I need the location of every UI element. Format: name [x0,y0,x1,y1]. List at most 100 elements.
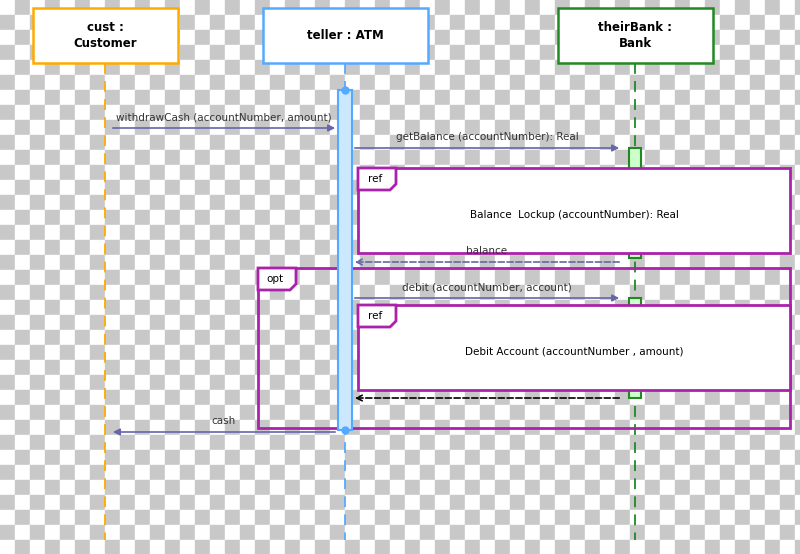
Bar [600,435,615,450]
Bar [135,300,150,315]
Bar [405,0,420,15]
Bar [420,345,435,360]
Bar [750,390,765,405]
Bar [30,210,45,225]
Bar [720,195,735,210]
Bar [45,60,60,75]
Bar [255,465,270,480]
Bar [435,465,450,480]
Bar [45,225,60,240]
Bar [660,240,675,255]
Bar [165,210,180,225]
Bar [90,510,105,525]
Polygon shape [358,305,396,327]
Bar [345,135,360,150]
Bar [795,420,800,435]
Bar [45,210,60,225]
Bar [750,270,765,285]
Bar [105,285,120,300]
Bar [195,450,210,465]
Bar [585,210,600,225]
Bar [780,0,795,15]
Bar [375,90,390,105]
Bar [675,15,690,30]
Bar [645,240,660,255]
Bar [645,435,660,450]
Bar [75,210,90,225]
Bar [570,420,585,435]
Bar [690,120,705,135]
Bar [600,420,615,435]
Bar [720,45,735,60]
Bar [345,240,360,255]
Bar [765,90,780,105]
Bar [15,525,30,540]
Bar [315,390,330,405]
Bar [480,150,495,165]
Bar [630,0,645,15]
Bar [375,525,390,540]
Bar [540,60,555,75]
Bar [675,150,690,165]
Bar [705,285,720,300]
Bar [165,435,180,450]
Bar [540,105,555,120]
Bar [285,45,300,60]
Bar [225,45,240,60]
Bar [675,105,690,120]
Bar [165,75,180,90]
Bar [510,90,525,105]
Bar [270,480,285,495]
Bar [765,255,780,270]
Bar [345,450,360,465]
Bar [135,540,150,554]
Bar [30,75,45,90]
Bar [330,30,345,45]
Bar [105,465,120,480]
Bar [630,105,645,120]
Bar [735,15,750,30]
Bar [465,240,480,255]
Bar [210,480,225,495]
Bar [585,435,600,450]
Bar [285,360,300,375]
Bar [360,390,375,405]
Bar [420,15,435,30]
Bar [30,15,45,30]
Bar [765,435,780,450]
Bar [630,210,645,225]
Bar [345,180,360,195]
Bar [540,270,555,285]
Bar [315,15,330,30]
Bar [660,390,675,405]
Bar [165,240,180,255]
Bar [405,195,420,210]
Bar [390,150,405,165]
Bar [690,495,705,510]
Bar [510,540,525,554]
Bar [630,390,645,405]
Bar [600,375,615,390]
Bar [435,255,450,270]
Bar [30,255,45,270]
Bar [735,330,750,345]
Bar [765,510,780,525]
Bar [435,435,450,450]
Bar [600,390,615,405]
Bar [315,315,330,330]
Bar [30,405,45,420]
Bar [570,315,585,330]
Bar [750,210,765,225]
Bar [315,405,330,420]
Bar [450,90,465,105]
Bar [570,240,585,255]
Bar [60,120,75,135]
Bar [60,240,75,255]
Bar [120,255,135,270]
Bar [210,180,225,195]
Bar [135,210,150,225]
Bar [330,135,345,150]
Bar [765,210,780,225]
Bar [90,405,105,420]
Bar [0,540,15,554]
